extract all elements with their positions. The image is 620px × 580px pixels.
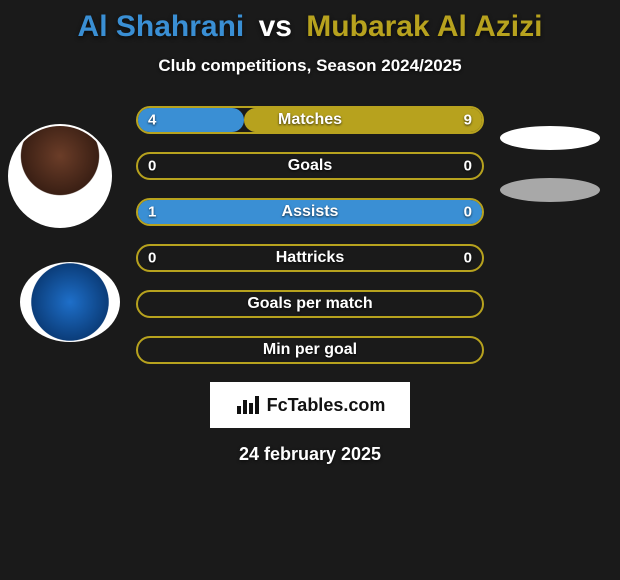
player2-name: Mubarak Al Azizi	[306, 10, 542, 43]
brand-logo[interactable]: FcTables.com	[210, 382, 410, 428]
stat-row: 4 9 Matches	[136, 106, 484, 134]
player1-name: Al Shahrani	[78, 10, 245, 43]
stat-value-p2: 0	[464, 158, 472, 175]
stat-value-p1: 0	[148, 250, 156, 267]
stat-value-p1: 1	[148, 204, 156, 221]
comparison-card: Al Shahrani vs Mubarak Al Azizi Club com…	[0, 0, 620, 580]
stat-value-p1: 0	[148, 158, 156, 175]
subtitle: Club competitions, Season 2024/2025	[0, 56, 620, 76]
stat-label: Hattricks	[276, 249, 344, 267]
stat-value-p2: 0	[464, 250, 472, 267]
stat-row: 0 0 Hattricks	[136, 244, 484, 272]
stat-label: Matches	[278, 111, 342, 129]
footer-date: 24 february 2025	[0, 444, 620, 465]
stat-value-p1: 4	[148, 112, 156, 129]
vs-text: vs	[259, 10, 292, 43]
brand-icon	[235, 394, 261, 416]
stat-label: Goals	[288, 157, 332, 175]
stat-row: Min per goal	[136, 336, 484, 364]
page-title: Al Shahrani vs Mubarak Al Azizi	[0, 10, 620, 44]
stat-label: Goals per match	[247, 295, 372, 313]
stat-row: Goals per match	[136, 290, 484, 318]
stat-value-p2: 0	[464, 204, 472, 221]
stat-row: 0 0 Goals	[136, 152, 484, 180]
stats-area: 4 9 Matches 0 0 Goals 1 0 Assists 0 0 Hattricks Goal…	[0, 106, 620, 364]
brand-text: FcTables.com	[267, 395, 386, 416]
stat-value-p2: 9	[464, 112, 472, 129]
stat-label: Assists	[282, 203, 339, 221]
stat-row: 1 0 Assists	[136, 198, 484, 226]
stat-label: Min per goal	[263, 341, 357, 359]
